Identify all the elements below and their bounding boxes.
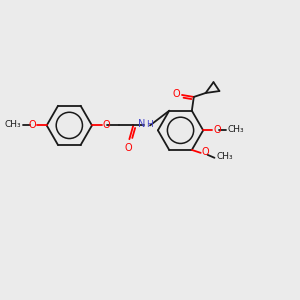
Text: O: O xyxy=(213,125,220,135)
Text: O: O xyxy=(103,120,110,130)
Text: H: H xyxy=(146,120,153,129)
Text: O: O xyxy=(202,147,209,157)
Text: O: O xyxy=(124,143,132,153)
Text: CH₃: CH₃ xyxy=(216,152,233,161)
Text: CH₃: CH₃ xyxy=(4,120,21,129)
Text: O: O xyxy=(172,89,180,99)
Text: O: O xyxy=(28,120,36,130)
Text: N: N xyxy=(138,119,145,129)
Text: CH₃: CH₃ xyxy=(228,125,244,134)
